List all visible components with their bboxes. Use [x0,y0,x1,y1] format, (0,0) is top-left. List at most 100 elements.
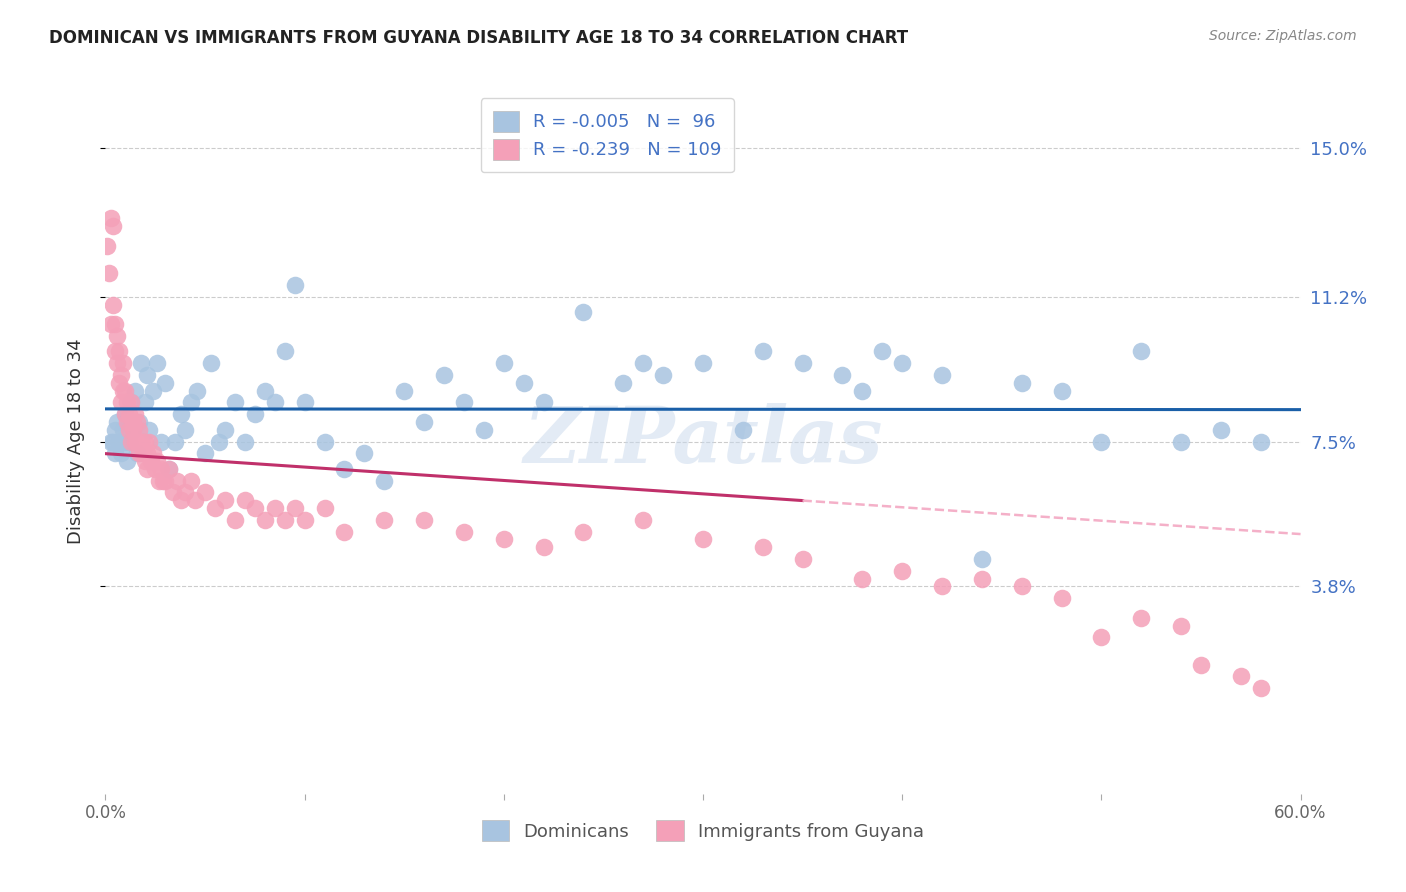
Point [127,434,149,449]
Point [122,423,145,437]
Point [152,474,174,488]
Point [492,533,515,547]
Point [122,415,145,429]
Point [180,474,202,488]
Point [572,524,595,539]
Point [1130,610,1153,624]
Point [692,533,714,547]
Point [120,395,142,409]
Point [138,423,160,437]
Point [107,356,129,370]
Point [153,376,177,390]
Point [174,485,197,500]
Point [120,395,142,409]
Point [751,540,773,554]
Point [1011,376,1033,390]
Point [114,434,136,449]
Point [572,305,595,319]
Point [792,552,814,566]
Point [931,579,953,593]
Point [110,395,132,409]
Point [141,454,163,468]
Point [273,513,295,527]
Point [891,356,914,370]
Point [98,266,121,280]
Point [170,407,193,421]
Point [117,454,139,468]
Point [174,423,197,437]
Point [134,434,156,449]
Point [1250,681,1272,696]
Point [184,493,207,508]
Point [103,219,125,234]
Legend: Dominicans, Immigrants from Guyana: Dominicans, Immigrants from Guyana [475,813,931,848]
Point [970,552,993,566]
Point [186,384,208,398]
Text: Source: ZipAtlas.com: Source: ZipAtlas.com [1209,29,1357,43]
Point [1229,669,1253,683]
Point [136,368,159,382]
Point [103,297,125,311]
Point [134,454,156,468]
Point [891,564,914,578]
Point [492,356,515,370]
Point [284,501,307,516]
Point [284,277,307,292]
Point [128,446,150,460]
Point [294,513,316,527]
Point [118,423,141,437]
Point [851,384,873,398]
Point [633,513,655,527]
Point [129,434,153,449]
Point [166,474,188,488]
Point [633,356,655,370]
Point [114,407,136,421]
Point [1050,384,1073,398]
Point [104,423,127,437]
Point [831,368,853,382]
Point [112,356,135,370]
Point [1170,618,1192,632]
Point [1209,423,1232,437]
Point [333,462,356,476]
Text: DOMINICAN VS IMMIGRANTS FROM GUYANA DISABILITY AGE 18 TO 34 CORRELATION CHART: DOMINICAN VS IMMIGRANTS FROM GUYANA DISA… [49,29,908,46]
Point [100,211,122,226]
Point [1011,579,1033,593]
Point [208,434,231,449]
Point [353,446,375,460]
Point [142,384,165,398]
Point [117,415,139,429]
Point [513,376,536,390]
Point [413,513,436,527]
Point [612,376,634,390]
Point [104,317,127,331]
Point [138,434,160,449]
Point [472,423,495,437]
Point [165,434,187,449]
Point [146,356,169,370]
Point [142,446,165,460]
Point [243,501,266,516]
Y-axis label: Disability Age 18 to 34: Disability Age 18 to 34 [66,339,84,544]
Point [134,395,156,409]
Point [103,434,125,449]
Point [170,493,193,508]
Point [136,462,159,476]
Point [153,474,177,488]
Point [146,454,169,468]
Point [108,344,131,359]
Point [150,434,173,449]
Point [100,317,122,331]
Point [214,423,236,437]
Point [233,493,256,508]
Point [273,344,295,359]
Point [127,446,149,460]
Point [194,485,217,500]
Point [194,446,217,460]
Point [224,395,246,409]
Point [162,485,184,500]
Point [253,513,276,527]
Point [931,368,953,382]
Point [294,395,316,409]
Point [731,423,754,437]
